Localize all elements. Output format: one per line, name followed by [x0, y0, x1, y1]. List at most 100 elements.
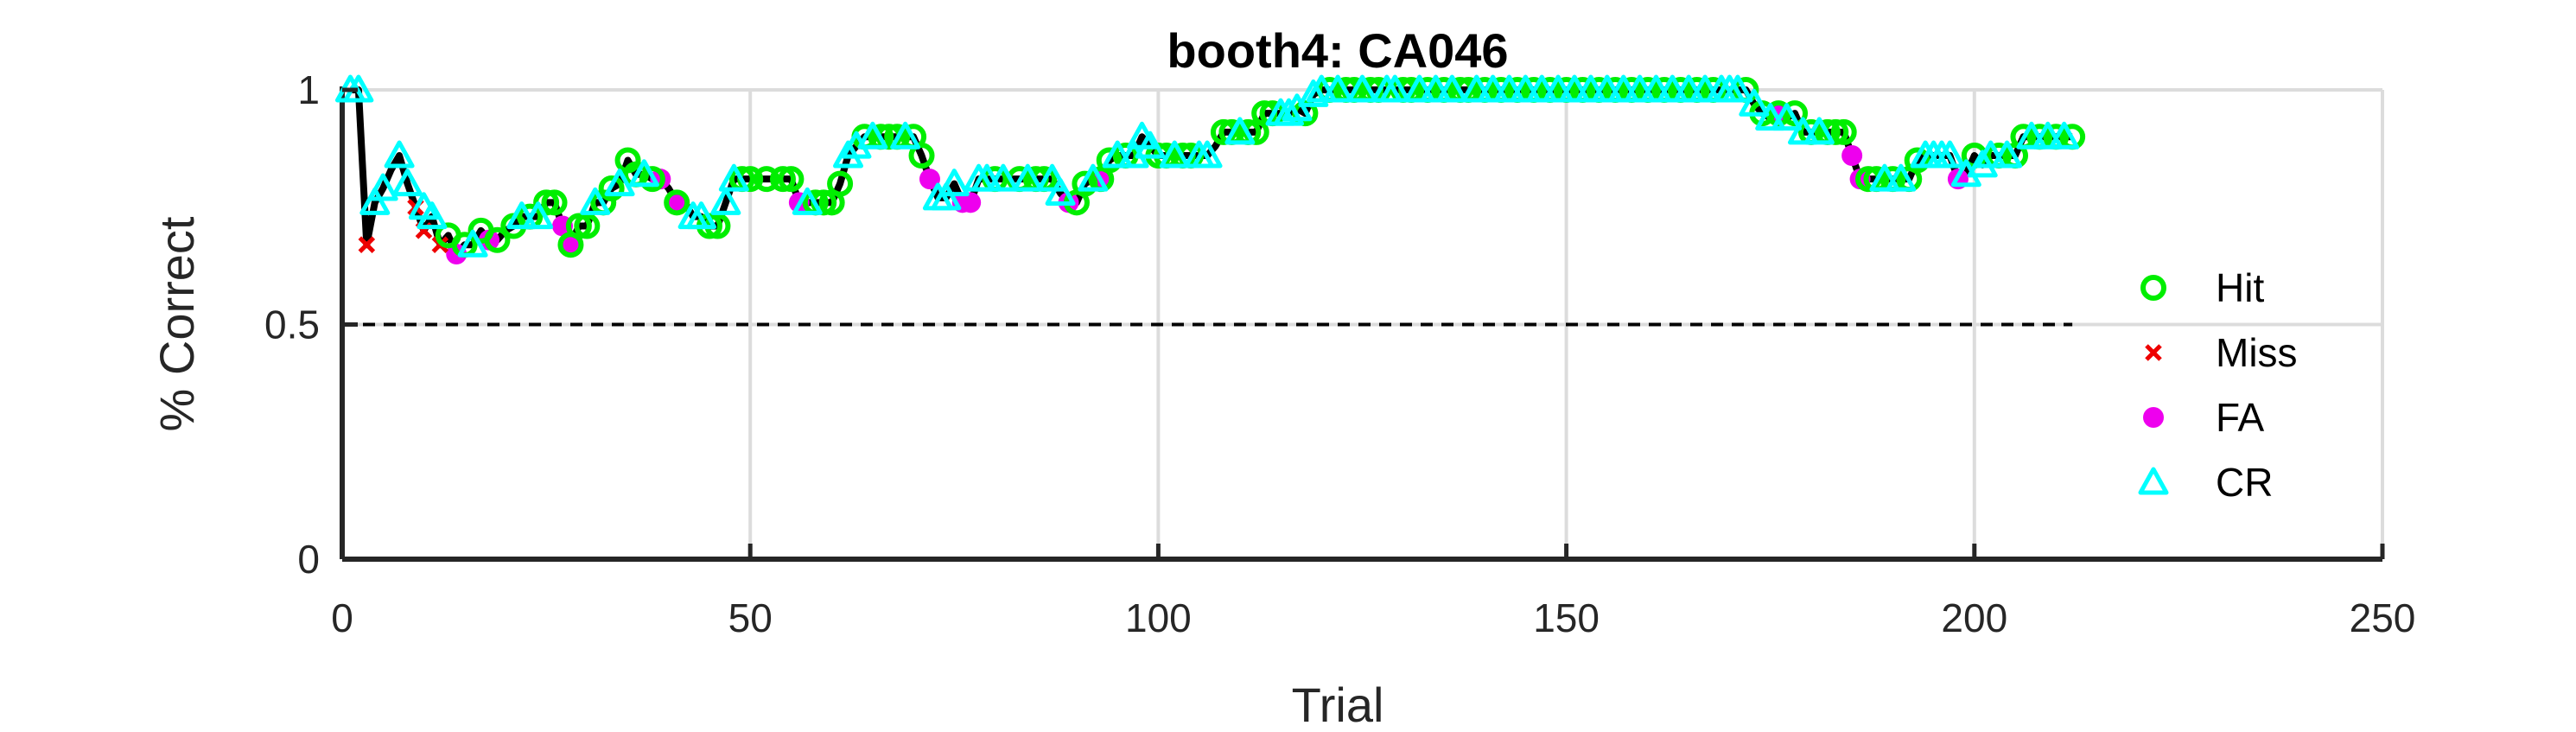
cr-marker	[580, 187, 611, 215]
cr-marker	[1322, 74, 1353, 103]
fa-marker	[666, 192, 688, 213]
y-tick-label: 0.5	[264, 302, 320, 347]
legend-hit-label: Hit	[2216, 265, 2264, 310]
cr-marker	[1510, 74, 1541, 103]
fa-marker	[1841, 145, 1863, 167]
hit-marker	[769, 166, 796, 193]
cr-marker	[1379, 74, 1410, 103]
x-tick-label: 0	[331, 595, 353, 640]
x-tick-label: 100	[1125, 595, 1192, 640]
fa-marker	[560, 234, 582, 256]
cr-marker	[686, 201, 717, 230]
cr-marker	[1404, 74, 1435, 103]
hit-marker	[574, 213, 601, 239]
cr-marker	[938, 169, 970, 197]
cr-marker	[604, 169, 635, 197]
cr-marker	[1559, 74, 1590, 103]
hit-marker	[1096, 147, 1123, 174]
hit-marker	[598, 175, 625, 202]
legend-miss-label: Miss	[2216, 330, 2298, 375]
cr-marker	[1771, 103, 1803, 131]
cr-marker	[1739, 88, 1770, 117]
cr-marker	[523, 201, 554, 230]
hit-marker	[1830, 118, 1857, 145]
cr-marker	[1478, 74, 1509, 103]
fa-marker	[919, 169, 940, 190]
cr-marker	[2032, 121, 2064, 150]
cr-marker	[1436, 74, 1467, 103]
legend-cr-marker	[2138, 467, 2169, 495]
chart-title: booth4: CA046	[1167, 23, 1508, 78]
hit-marker	[541, 189, 568, 216]
cr-marker	[1886, 163, 1917, 192]
cr-marker	[1755, 103, 1786, 131]
cr-marker	[1159, 140, 1190, 169]
hit-marker	[778, 166, 805, 193]
cr-marker	[1992, 140, 2023, 169]
cr-marker	[417, 201, 448, 230]
legend-fa-marker	[2143, 407, 2164, 428]
cr-marker	[1975, 140, 2007, 169]
x-axis-label: Trial	[1292, 678, 1384, 732]
cr-marker	[2016, 121, 2047, 150]
cr-marker	[710, 187, 741, 215]
legend-cr-label: CR	[2216, 460, 2273, 505]
hit-marker	[664, 189, 690, 216]
cr-marker	[457, 229, 488, 258]
hit-marker	[908, 143, 935, 169]
legend-fa-label: FA	[2216, 395, 2265, 440]
y-axis-label: % Correct	[149, 216, 204, 431]
hit-marker	[827, 170, 854, 197]
series-fa	[446, 103, 1969, 265]
y-tick-label: 1	[297, 67, 320, 112]
cr-marker	[1673, 74, 1704, 103]
cr-marker	[1461, 74, 1492, 103]
cr-marker	[1640, 74, 1671, 103]
cr-marker	[1526, 74, 1557, 103]
cr-marker	[1575, 74, 1606, 103]
cr-marker	[359, 187, 391, 215]
performance-line	[350, 86, 2073, 258]
fa-marker	[960, 192, 982, 213]
performance-line-path	[350, 86, 2073, 258]
hit-marker	[639, 166, 665, 193]
cr-marker	[1934, 140, 1965, 169]
cr-marker	[1787, 117, 1818, 145]
cr-marker	[1592, 74, 1623, 103]
cr-marker	[890, 121, 921, 150]
cr-marker	[1608, 74, 1639, 103]
cr-marker	[833, 140, 864, 169]
cr-marker	[931, 182, 962, 211]
cr-marker	[1102, 140, 1133, 169]
cr-marker	[1306, 74, 1337, 103]
cr-marker	[1493, 74, 1524, 103]
cr-marker	[1803, 117, 1835, 145]
cr-marker	[971, 163, 1002, 192]
cr-marker	[1542, 74, 1574, 103]
x-tick-label: 250	[2350, 595, 2416, 640]
x-tick-label: 150	[1533, 595, 1600, 640]
cr-marker	[384, 140, 415, 169]
hit-marker	[754, 166, 780, 193]
cr-marker	[1625, 74, 1656, 103]
cr-marker	[1347, 74, 1377, 103]
cr-marker	[1869, 163, 1900, 192]
data-markers	[334, 74, 2086, 265]
cr-marker	[1298, 79, 1329, 107]
tick-labels: 0 50 100 150 200 250 0 0.5 1	[264, 67, 2415, 640]
cr-marker	[1192, 140, 1223, 169]
cr-marker	[506, 201, 537, 230]
y-tick-label: 0	[297, 537, 320, 582]
cr-marker	[1689, 74, 1721, 103]
cr-marker	[367, 173, 398, 201]
cr-marker	[1012, 163, 1043, 192]
legend: Hit Miss FA CR	[2138, 265, 2298, 505]
x-tick-label: 200	[1941, 595, 2007, 640]
hit-marker	[1904, 147, 1930, 174]
miss-marker	[358, 236, 376, 253]
cr-marker	[1420, 74, 1451, 103]
cr-marker	[2049, 121, 2080, 150]
cr-marker	[857, 121, 888, 150]
cr-marker	[718, 163, 749, 192]
cr-marker	[1274, 98, 1305, 126]
